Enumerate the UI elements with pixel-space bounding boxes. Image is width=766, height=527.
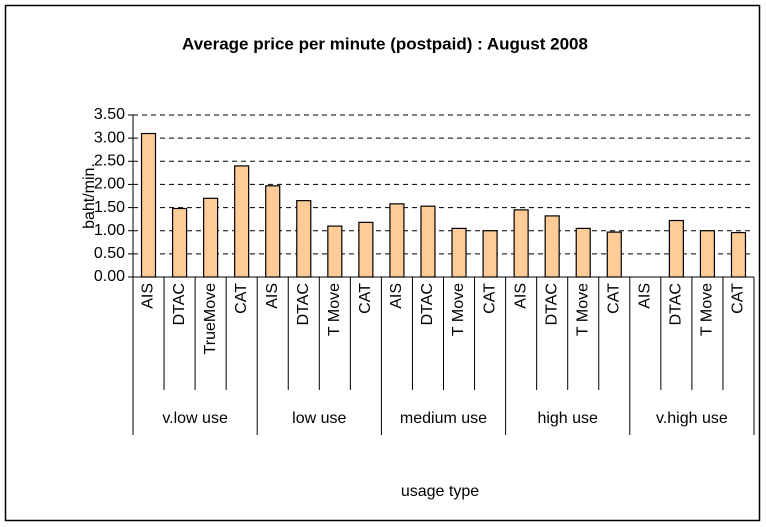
- x-tick-label: AIS: [264, 283, 281, 309]
- bar: [575, 227, 591, 278]
- bar: [420, 205, 436, 278]
- bar: [544, 215, 560, 278]
- chart-border: [4, 4, 761, 522]
- x-tick-label: CAT: [357, 283, 374, 314]
- group-label: low use: [292, 410, 346, 427]
- x-tick-label: DTAC: [543, 283, 560, 325]
- group-label: v.low use: [162, 410, 228, 427]
- x-tick-label: DTAC: [668, 283, 685, 325]
- y-tick-label: 0.50: [94, 245, 125, 262]
- bar: [203, 197, 219, 278]
- x-tick-label: CAT: [730, 283, 747, 314]
- group-label: medium use: [400, 410, 487, 427]
- x-tick-label: CAT: [605, 283, 622, 314]
- x-tick-label: CAT: [481, 283, 498, 314]
- bar: [265, 185, 281, 278]
- bar: [358, 221, 374, 278]
- bar: [234, 165, 250, 278]
- x-tick-label: T Move: [699, 283, 716, 336]
- x-tick-label: AIS: [388, 283, 405, 309]
- bar: [730, 231, 747, 278]
- bar: [668, 219, 684, 278]
- bar: [606, 231, 622, 278]
- chart-title: Average price per minute (postpaid) : Au…: [182, 34, 588, 53]
- x-tick-label: AIS: [140, 283, 157, 309]
- x-tick-label: TrueMove: [202, 283, 219, 355]
- y-axis-label: baht/min.: [81, 163, 98, 229]
- y-tick-label: 3.50: [94, 106, 125, 123]
- bar: [699, 230, 716, 278]
- x-tick-label: DTAC: [171, 283, 188, 325]
- x-axis-label: usage type: [401, 483, 479, 500]
- y-tick-label: 2.50: [94, 153, 125, 170]
- y-tick-label: 1.00: [94, 222, 125, 239]
- x-tick-label: CAT: [233, 283, 250, 314]
- bar: [327, 225, 343, 278]
- bar: [389, 203, 405, 278]
- y-tick-label: 1.50: [94, 199, 125, 216]
- bar: [171, 207, 188, 278]
- x-tick-label: AIS: [512, 283, 529, 309]
- y-tick-label: 3.00: [94, 129, 125, 146]
- x-tick-label: T Move: [326, 283, 343, 336]
- group-label: v.high use: [656, 410, 728, 427]
- group-label: high use: [537, 410, 598, 427]
- bar: [513, 209, 529, 278]
- y-tick-label: 0.00: [94, 268, 125, 285]
- x-tick-label: DTAC: [419, 283, 436, 325]
- x-tick-label: DTAC: [295, 283, 312, 325]
- x-tick-label: T Move: [450, 283, 467, 336]
- bar: [482, 230, 498, 278]
- x-tick-label: T Move: [574, 283, 591, 336]
- bar: [296, 200, 312, 278]
- y-tick-label: 2.00: [94, 176, 125, 193]
- bar: [140, 132, 157, 278]
- x-tick-label: AIS: [637, 283, 654, 309]
- bar: [451, 227, 467, 278]
